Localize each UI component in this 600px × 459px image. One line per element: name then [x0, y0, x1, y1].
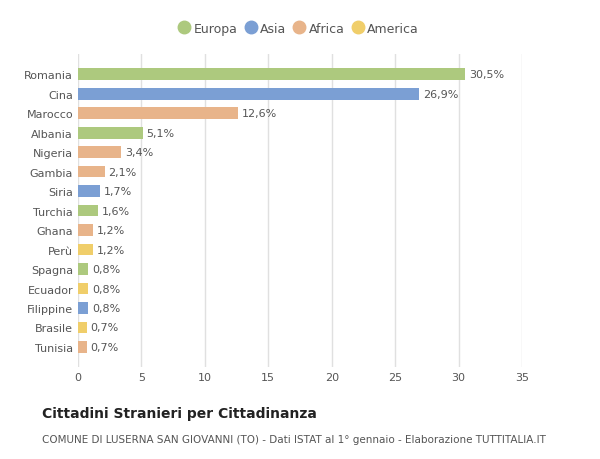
- Bar: [78, 205, 98, 217]
- Text: 0,8%: 0,8%: [92, 264, 120, 274]
- Text: 0,8%: 0,8%: [92, 284, 120, 294]
- Text: 12,6%: 12,6%: [242, 109, 277, 119]
- Bar: [78, 244, 93, 256]
- Text: 1,2%: 1,2%: [97, 225, 125, 235]
- Text: COMUNE DI LUSERNA SAN GIOVANNI (TO) - Dati ISTAT al 1° gennaio - Elaborazione TU: COMUNE DI LUSERNA SAN GIOVANNI (TO) - Da…: [42, 434, 546, 444]
- Bar: [78, 302, 88, 314]
- Text: Cittadini Stranieri per Cittadinanza: Cittadini Stranieri per Cittadinanza: [42, 406, 317, 420]
- Text: 3,4%: 3,4%: [125, 148, 153, 158]
- Text: 26,9%: 26,9%: [423, 90, 458, 100]
- Text: 1,6%: 1,6%: [102, 206, 130, 216]
- Text: 1,7%: 1,7%: [103, 187, 131, 197]
- Text: 0,7%: 0,7%: [91, 323, 119, 333]
- Text: 0,7%: 0,7%: [91, 342, 119, 352]
- Legend: Europa, Asia, Africa, America: Europa, Asia, Africa, America: [176, 17, 424, 40]
- Bar: [78, 128, 143, 139]
- Text: 2,1%: 2,1%: [109, 167, 137, 177]
- Bar: [78, 341, 87, 353]
- Bar: [78, 186, 100, 197]
- Bar: [78, 108, 238, 120]
- Bar: [78, 69, 465, 81]
- Text: 0,8%: 0,8%: [92, 303, 120, 313]
- Bar: [78, 147, 121, 159]
- Text: 5,1%: 5,1%: [146, 129, 175, 139]
- Bar: [78, 263, 88, 275]
- Text: 1,2%: 1,2%: [97, 245, 125, 255]
- Bar: [78, 167, 104, 178]
- Bar: [78, 89, 419, 101]
- Bar: [78, 283, 88, 295]
- Bar: [78, 322, 87, 334]
- Text: 30,5%: 30,5%: [469, 70, 504, 80]
- Bar: [78, 225, 93, 236]
